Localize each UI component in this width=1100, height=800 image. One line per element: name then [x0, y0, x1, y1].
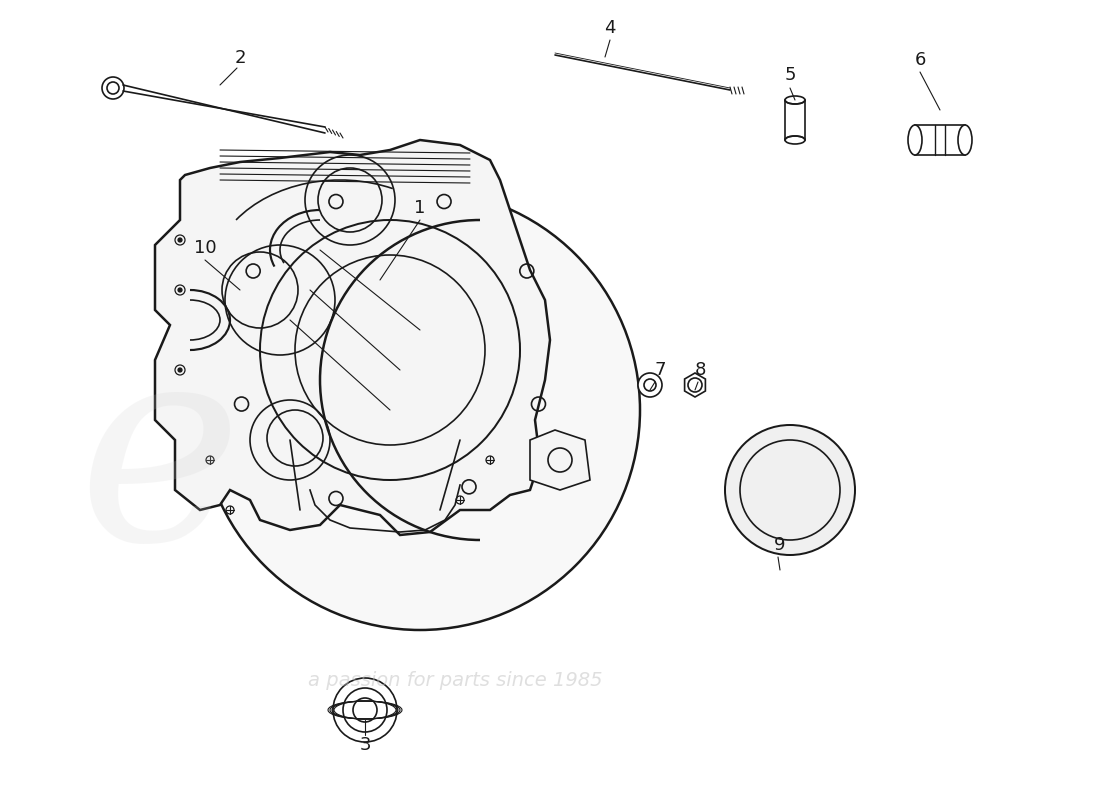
- Circle shape: [200, 190, 640, 630]
- Text: e: e: [77, 330, 241, 598]
- Circle shape: [725, 425, 855, 555]
- Text: 8: 8: [694, 361, 706, 379]
- Polygon shape: [684, 373, 705, 397]
- Text: a passion for parts since 1985: a passion for parts since 1985: [308, 670, 603, 690]
- Ellipse shape: [958, 125, 972, 155]
- Bar: [915, 125, 965, 155]
- Text: 2: 2: [234, 49, 245, 67]
- Text: 10: 10: [194, 239, 217, 257]
- Circle shape: [638, 373, 662, 397]
- Text: 1: 1: [415, 199, 426, 217]
- Circle shape: [178, 288, 182, 292]
- Text: 4: 4: [604, 19, 616, 37]
- Ellipse shape: [785, 96, 805, 104]
- Text: 7: 7: [654, 361, 666, 379]
- Circle shape: [333, 678, 397, 742]
- Circle shape: [102, 77, 124, 99]
- Circle shape: [178, 368, 182, 372]
- Text: 6: 6: [914, 51, 926, 69]
- Polygon shape: [530, 430, 590, 490]
- Polygon shape: [223, 278, 267, 322]
- Ellipse shape: [785, 136, 805, 144]
- Bar: [785, 100, 805, 140]
- Text: 3: 3: [360, 736, 371, 754]
- Text: 9: 9: [774, 536, 785, 554]
- Polygon shape: [155, 140, 550, 535]
- Ellipse shape: [908, 125, 922, 155]
- Circle shape: [178, 238, 182, 242]
- Text: 5: 5: [784, 66, 795, 84]
